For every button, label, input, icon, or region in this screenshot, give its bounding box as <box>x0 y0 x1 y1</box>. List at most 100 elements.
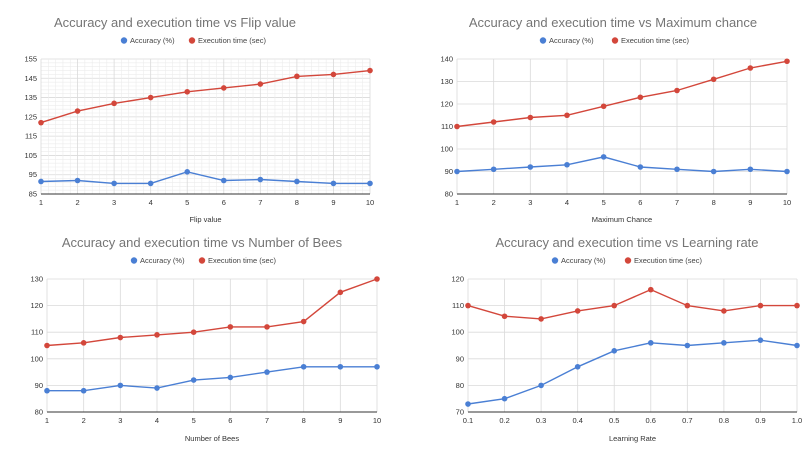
y-tick-label: 85 <box>29 190 37 199</box>
legend-marker-1 <box>188 37 196 44</box>
x-tick-label: 6 <box>228 416 232 425</box>
data-point-1 <box>784 58 790 65</box>
y-tick-label: 135 <box>24 93 37 102</box>
legend-marker-0 <box>551 257 559 264</box>
data-point-1 <box>264 324 270 330</box>
data-point-0 <box>710 168 717 175</box>
data-point-1 <box>147 94 154 101</box>
data-point-0 <box>574 363 581 370</box>
x-tick-label: 7 <box>258 198 262 207</box>
data-point-1 <box>538 316 544 322</box>
data-point-0 <box>264 369 270 375</box>
data-point-1 <box>220 85 227 91</box>
x-tick-label: 5 <box>192 416 196 425</box>
series-line-1 <box>46 278 378 347</box>
chart-panel-flip-value: Accuracy and execution time vs Flip valu… <box>0 0 404 228</box>
data-point-0 <box>721 340 727 346</box>
data-point-0 <box>684 342 691 349</box>
chart-title: Accuracy and execution time vs Flip valu… <box>54 15 296 30</box>
data-point-0 <box>600 154 607 160</box>
legend-marker-1 <box>624 257 632 264</box>
data-point-0 <box>527 164 534 170</box>
y-tick-label: 105 <box>24 151 37 160</box>
data-point-1 <box>227 324 234 330</box>
series-line-0 <box>467 339 798 405</box>
y-tick-label: 80 <box>456 381 464 390</box>
series-line-0 <box>47 366 377 392</box>
data-point-0 <box>538 382 544 389</box>
data-point-0 <box>490 166 497 173</box>
data-point-1 <box>190 329 197 335</box>
x-axis-label: Maximum Chance <box>592 215 652 224</box>
y-tick-label: 130 <box>440 77 453 86</box>
y-tick-label: 110 <box>31 328 43 337</box>
data-point-1 <box>611 302 618 309</box>
y-tick-label: 155 <box>24 55 37 64</box>
data-point-1 <box>367 67 373 74</box>
legend-label-1: Execution time (sec) <box>634 256 702 265</box>
legend-label-1: Execution time (sec) <box>621 36 689 45</box>
legend-marker-0 <box>130 257 138 264</box>
x-tick-label: 2 <box>492 198 496 207</box>
x-tick-label: 7 <box>265 416 269 425</box>
data-point-0 <box>300 363 307 370</box>
y-tick-label: 100 <box>440 145 453 154</box>
chart-number-of-bees: Accuracy and execution time vs Number of… <box>30 235 381 443</box>
data-point-1 <box>374 276 380 282</box>
y-tick-label: 120 <box>451 275 464 284</box>
data-point-1 <box>300 318 307 325</box>
data-point-1 <box>44 342 50 349</box>
y-tick-label: 120 <box>440 100 453 109</box>
x-axis-label: Number of Bees <box>185 434 239 443</box>
data-point-1 <box>647 286 654 293</box>
chart-maximum-chance: Accuracy and execution time vs Maximum c… <box>440 15 791 224</box>
x-tick-label: 8 <box>712 198 716 207</box>
y-tick-label: 145 <box>24 74 37 83</box>
x-tick-label: 6 <box>222 198 226 207</box>
data-point-0 <box>111 180 117 187</box>
x-axis-label: Flip value <box>189 215 221 224</box>
y-tick-label: 115 <box>25 132 37 141</box>
data-point-0 <box>294 178 300 185</box>
x-tick-label: 0.2 <box>499 416 509 425</box>
x-tick-label: 0.4 <box>572 416 582 425</box>
data-point-0 <box>647 340 654 346</box>
data-point-1 <box>564 112 570 119</box>
legend-label-0: Accuracy (%) <box>549 36 594 45</box>
x-tick-label: 2 <box>75 198 79 207</box>
data-point-0 <box>154 385 160 391</box>
y-tick-label: 80 <box>35 408 43 417</box>
data-point-0 <box>784 168 790 175</box>
data-point-1 <box>794 302 800 309</box>
chart-panel-learning-rate: Accuracy and execution time vs Learning … <box>405 228 809 455</box>
legend-marker-1 <box>198 257 206 264</box>
x-tick-label: 1.0 <box>792 416 802 425</box>
chart-panel-number-of-bees: Accuracy and execution time vs Number of… <box>0 228 404 455</box>
y-tick-label: 70 <box>456 408 464 417</box>
y-tick-label: 90 <box>35 381 43 390</box>
data-point-1 <box>747 65 754 71</box>
data-point-0 <box>757 337 764 343</box>
data-point-1 <box>710 76 717 83</box>
x-tick-label: 9 <box>338 416 342 425</box>
data-point-1 <box>257 81 264 87</box>
data-point-1 <box>294 73 300 80</box>
x-tick-label: 8 <box>295 198 299 207</box>
legend-label-1: Execution time (sec) <box>208 256 276 265</box>
legend-label-1: Execution time (sec) <box>198 36 266 45</box>
data-point-1 <box>74 108 81 114</box>
data-point-1 <box>38 119 44 126</box>
x-tick-label: 9 <box>331 198 335 207</box>
data-point-1 <box>454 123 460 130</box>
x-tick-label: 4 <box>149 198 153 207</box>
x-tick-label: 0.7 <box>682 416 692 425</box>
x-tick-label: 1 <box>455 198 459 207</box>
y-tick-label: 100 <box>30 354 43 363</box>
chart-title: Accuracy and execution time vs Number of… <box>62 235 343 250</box>
y-tick-label: 110 <box>452 301 464 310</box>
series-line-1 <box>456 60 788 128</box>
x-tick-label: 1 <box>39 198 43 207</box>
data-point-0 <box>747 166 754 173</box>
data-point-0 <box>147 180 154 187</box>
x-tick-label: 0.9 <box>755 416 765 425</box>
